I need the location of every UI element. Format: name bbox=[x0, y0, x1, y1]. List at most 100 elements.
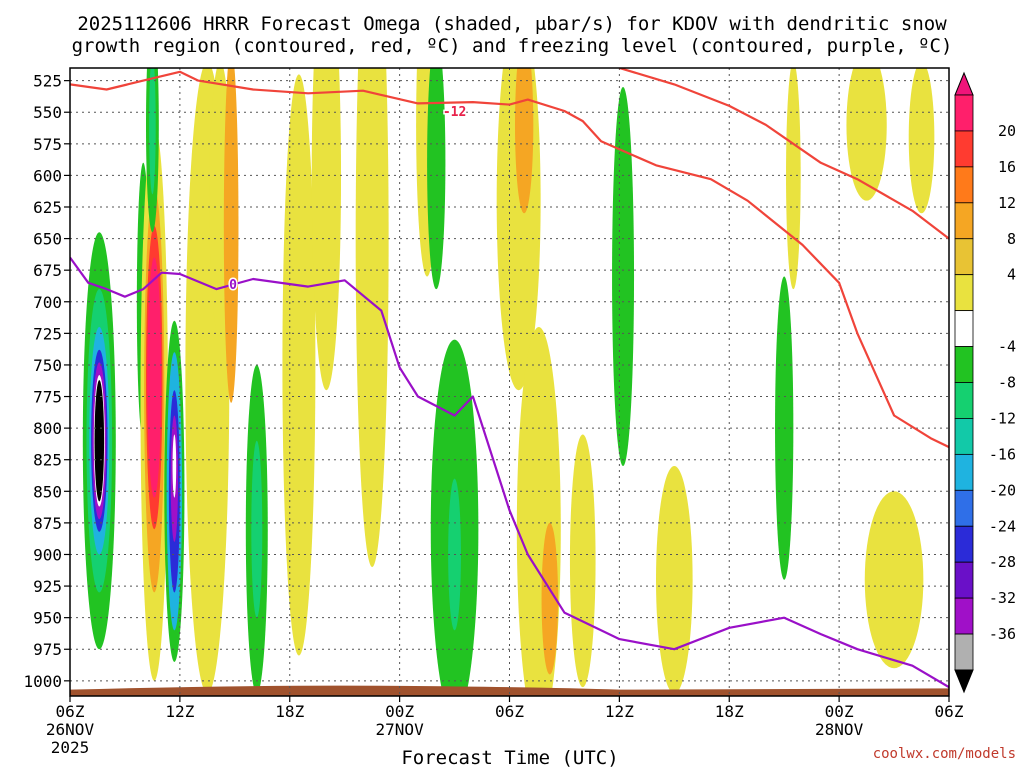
colorbar-swatch-0 bbox=[954, 94, 974, 132]
x-tick-label-1: 12Z bbox=[165, 702, 194, 721]
colorbar-label-7: -12 bbox=[989, 409, 1016, 427]
x-tick-year-0: 2025 bbox=[51, 738, 90, 757]
colorbar-label-2: 12 bbox=[998, 194, 1016, 212]
colorbar-swatch-9 bbox=[954, 418, 974, 455]
omega-blob-21 bbox=[223, 68, 239, 403]
colorbar-swatch-6 bbox=[954, 310, 974, 347]
colorbar-label-11: -28 bbox=[989, 553, 1016, 571]
omega-blob-11 bbox=[147, 257, 162, 498]
colorbar-label-0: 20 bbox=[998, 122, 1016, 140]
omega-blob-34 bbox=[541, 522, 559, 675]
colorbar-label-8: -16 bbox=[989, 445, 1016, 463]
omega-blob-39 bbox=[786, 68, 801, 290]
omega-shading bbox=[82, 68, 935, 696]
colorbar-swatch-5 bbox=[954, 274, 974, 312]
omega-blob-28 bbox=[427, 68, 446, 290]
y-tick-label-550: 550 bbox=[33, 103, 62, 122]
y-tick-label-825: 825 bbox=[33, 451, 62, 470]
freezing-level-contour bbox=[70, 256, 949, 689]
x-tick-date-3: 27NOV bbox=[376, 720, 425, 739]
omega-blob-18 bbox=[149, 68, 156, 195]
y-axis-ticks: 525 550 575 600 625 650 675 700 725 750 775 800 825 8… bbox=[23, 72, 70, 691]
grid-lines bbox=[70, 68, 949, 696]
y-tick-label-725: 725 bbox=[33, 324, 62, 343]
omega-blob-35 bbox=[569, 434, 596, 688]
colorbar-label-5: -4 bbox=[998, 338, 1016, 356]
credit-text: coolwx.com/models bbox=[873, 746, 1016, 762]
x-tick-label-2: 18Z bbox=[275, 702, 304, 721]
x-tick-label-4: 06Z bbox=[495, 702, 524, 721]
x-tick-label-8: 06Z bbox=[935, 702, 964, 721]
colorbar-bottom-arrow bbox=[954, 669, 974, 694]
omega-blob-33 bbox=[516, 327, 561, 696]
x-axis-label: Forecast Time (UTC) bbox=[401, 747, 618, 768]
x-tick-label-5: 12Z bbox=[605, 702, 634, 721]
omega-blob-26 bbox=[355, 68, 389, 568]
x-tick-label-3: 00Z bbox=[385, 702, 414, 721]
colorbar-swatch-1 bbox=[954, 130, 974, 168]
x-tick-date-7: 28NOV bbox=[815, 720, 864, 739]
colorbar-swatch-11 bbox=[954, 489, 974, 527]
omega-blob-40 bbox=[846, 68, 887, 201]
dgz-contour-lower bbox=[70, 70, 949, 449]
colorbar-swatch-13 bbox=[954, 561, 974, 599]
colorbar-label-10: -24 bbox=[989, 517, 1016, 535]
y-tick-label-750: 750 bbox=[33, 356, 62, 375]
colorbar-label-13: -36 bbox=[989, 625, 1016, 643]
colorbar-swatch-8 bbox=[954, 382, 974, 419]
omega-blob-32 bbox=[514, 68, 534, 214]
y-tick-label-800: 800 bbox=[33, 419, 62, 438]
y-tick-label-950: 950 bbox=[33, 609, 62, 628]
dgz-contour-label: -12 bbox=[443, 105, 466, 120]
colorbar-swatch-12 bbox=[954, 525, 974, 563]
omega-blob-41 bbox=[864, 491, 924, 669]
colorbar-label-12: -32 bbox=[989, 589, 1016, 607]
dgz-contour-upper bbox=[619, 68, 949, 240]
colorbar: 20 16 12 8 4 -4 -8 -12 -16 -20 -24 -28 -32 -36 bbox=[954, 71, 1016, 694]
omega-blob-36 bbox=[612, 86, 635, 467]
colorbar-label-6: -8 bbox=[998, 374, 1016, 392]
colorbar-swatch-10 bbox=[954, 453, 974, 491]
y-tick-label-925: 925 bbox=[33, 577, 62, 596]
x-tick-label-6: 18Z bbox=[715, 702, 744, 721]
colorbar-swatch-2 bbox=[954, 166, 974, 204]
y-tick-label-650: 650 bbox=[33, 230, 62, 249]
chart-title-line1: 2025112606 HRRR Forecast Omega (shaded, … bbox=[77, 13, 947, 35]
y-tick-label-525: 525 bbox=[33, 72, 62, 91]
colorbar-swatch-15 bbox=[954, 633, 974, 671]
freezing-contour-label: 0 bbox=[229, 278, 237, 293]
omega-blob-25 bbox=[311, 68, 342, 391]
colorbar-label-9: -20 bbox=[989, 481, 1016, 499]
y-tick-label-775: 775 bbox=[33, 388, 62, 407]
y-tick-label-1000: 1000 bbox=[23, 672, 62, 691]
y-tick-label-850: 850 bbox=[33, 482, 62, 501]
omega-blob-16 bbox=[172, 434, 177, 498]
omega-blob-42 bbox=[908, 68, 935, 214]
omega-blob-23 bbox=[251, 440, 263, 618]
x-tick-date-0: 26NOV bbox=[46, 720, 95, 739]
omega-blob-6 bbox=[94, 380, 105, 502]
y-tick-label-675: 675 bbox=[33, 261, 62, 280]
y-tick-label-625: 625 bbox=[33, 198, 62, 217]
colorbar-swatch-14 bbox=[954, 597, 974, 635]
colorbar-label-1: 16 bbox=[998, 158, 1016, 176]
y-tick-label-975: 975 bbox=[33, 640, 62, 659]
colorbar-label-3: 8 bbox=[1007, 230, 1016, 248]
colorbar-swatch-4 bbox=[954, 238, 974, 276]
omega-blob-37 bbox=[656, 466, 693, 694]
colorbar-swatch-7 bbox=[954, 346, 974, 383]
contour-lines: -12 0 bbox=[70, 68, 949, 689]
y-tick-label-575: 575 bbox=[33, 135, 62, 154]
y-tick-label-700: 700 bbox=[33, 293, 62, 312]
colorbar-top-arrow bbox=[954, 71, 974, 96]
chart-title-line2: growth region (contoured, red, ºC) and f… bbox=[72, 35, 953, 57]
colorbar-swatch-3 bbox=[954, 202, 974, 240]
colorbar-label-4: 4 bbox=[1007, 266, 1016, 284]
x-tick-label-0: 06Z bbox=[56, 702, 85, 721]
y-tick-label-900: 900 bbox=[33, 545, 62, 564]
y-tick-label-875: 875 bbox=[33, 514, 62, 533]
x-tick-label-7: 00Z bbox=[825, 702, 854, 721]
